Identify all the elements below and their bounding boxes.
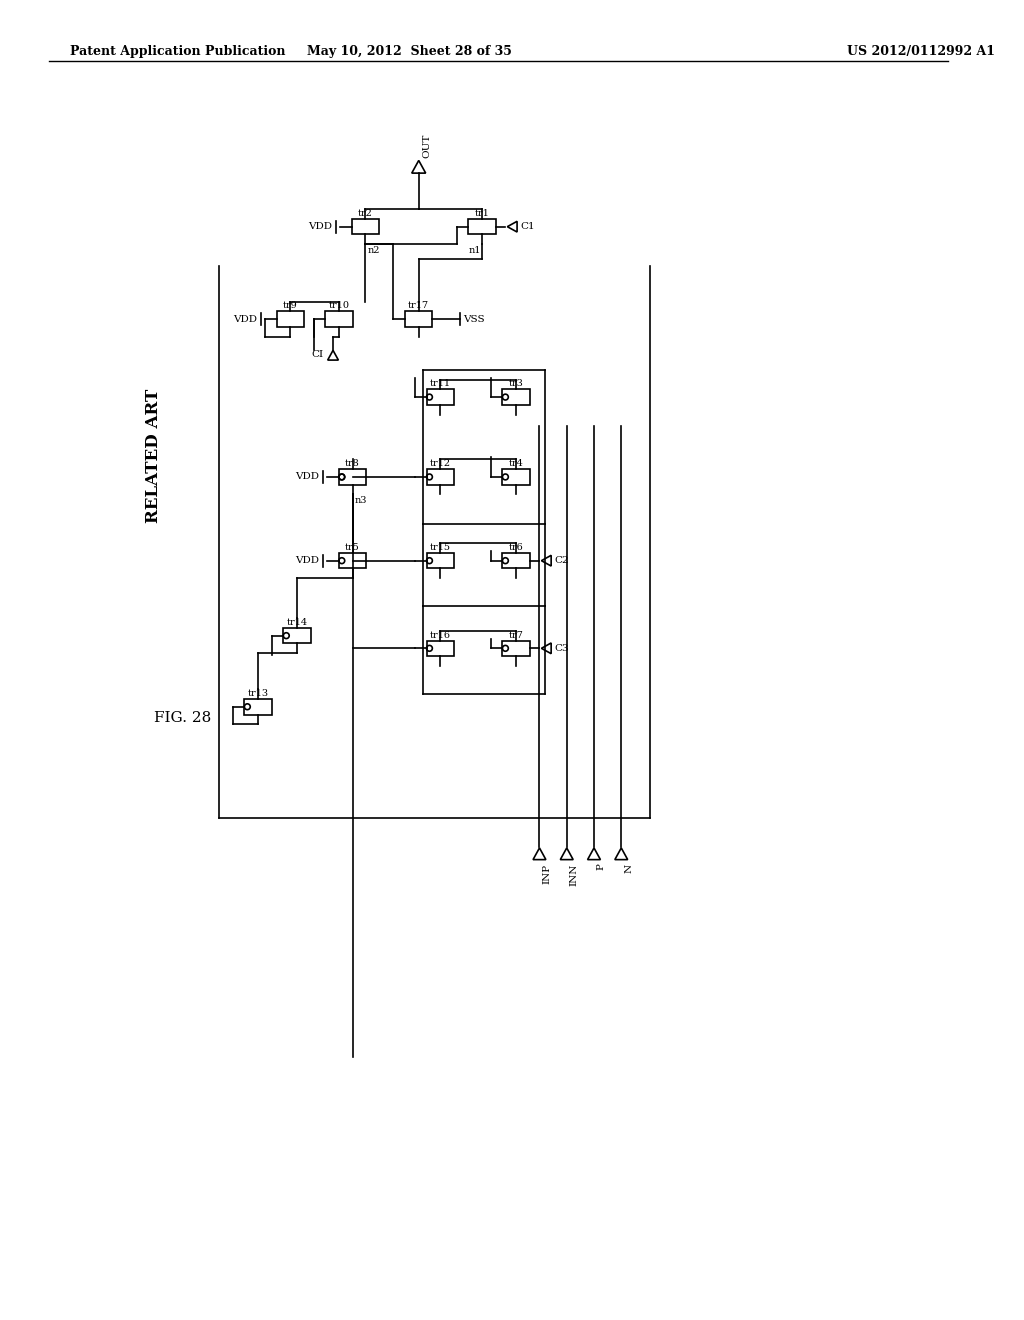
Text: n1: n1	[468, 246, 481, 255]
Text: tr13: tr13	[248, 689, 268, 698]
Text: C1: C1	[520, 222, 535, 231]
Bar	[339, 469, 367, 484]
Bar	[468, 219, 496, 235]
Text: tr6: tr6	[509, 543, 523, 552]
Text: C3: C3	[554, 644, 568, 653]
Text: tr14: tr14	[287, 618, 307, 627]
Bar	[284, 628, 310, 643]
Text: VDD: VDD	[295, 556, 319, 565]
Text: tr1: tr1	[474, 209, 489, 218]
Text: Patent Application Publication: Patent Application Publication	[70, 45, 286, 58]
Bar	[326, 312, 352, 327]
Bar	[339, 553, 367, 569]
Text: RELATED ART: RELATED ART	[145, 388, 163, 523]
Bar	[276, 312, 304, 327]
Bar	[427, 640, 454, 656]
Bar	[503, 469, 529, 484]
Bar	[503, 389, 529, 405]
Text: May 10, 2012  Sheet 28 of 35: May 10, 2012 Sheet 28 of 35	[306, 45, 511, 58]
Text: tr11: tr11	[430, 379, 451, 388]
Bar	[406, 312, 432, 327]
Text: N: N	[625, 863, 633, 873]
Text: P: P	[597, 863, 606, 870]
Text: tr2: tr2	[357, 209, 373, 218]
Text: tr8: tr8	[345, 459, 359, 469]
Text: n2: n2	[368, 246, 380, 255]
Text: tr15: tr15	[430, 543, 451, 552]
Text: tr5: tr5	[345, 543, 359, 552]
Text: tr4: tr4	[509, 459, 523, 469]
Bar	[503, 553, 529, 569]
Text: C2: C2	[554, 556, 568, 565]
Text: FIG. 28: FIG. 28	[154, 711, 211, 726]
Text: tr12: tr12	[430, 459, 451, 469]
Bar	[245, 700, 271, 714]
Text: CI: CI	[311, 350, 324, 359]
Text: tr10: tr10	[329, 301, 349, 310]
Bar	[427, 553, 454, 569]
Text: tr9: tr9	[283, 301, 298, 310]
Text: INN: INN	[569, 863, 579, 886]
Text: tr3: tr3	[509, 379, 523, 388]
Text: n3: n3	[354, 496, 367, 506]
Text: VDD: VDD	[295, 473, 319, 482]
Text: tr17: tr17	[409, 301, 429, 310]
Text: INP: INP	[543, 863, 551, 883]
Bar	[351, 219, 379, 235]
Text: US 2012/0112992 A1: US 2012/0112992 A1	[847, 45, 995, 58]
Text: tr7: tr7	[509, 631, 523, 640]
Bar	[427, 389, 454, 405]
Text: OUT: OUT	[423, 133, 431, 157]
Text: tr16: tr16	[430, 631, 451, 640]
Text: VSS: VSS	[464, 314, 485, 323]
Bar	[503, 640, 529, 656]
Text: VDD: VDD	[233, 314, 257, 323]
Text: VDD: VDD	[308, 222, 332, 231]
Bar	[427, 469, 454, 484]
